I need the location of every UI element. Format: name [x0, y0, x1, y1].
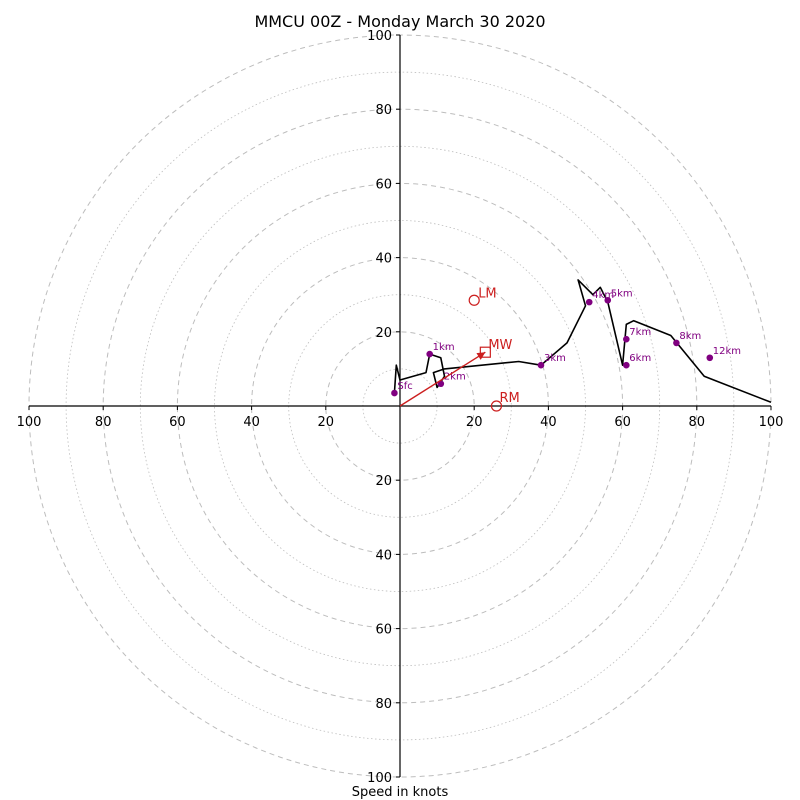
y-tick-label: 100 [367, 29, 392, 44]
x-tick-label: 20 [466, 415, 483, 430]
y-tick-label: 60 [375, 623, 392, 638]
x-tick-label: 80 [95, 415, 112, 430]
height-marker-dot [604, 296, 612, 304]
y-tick-label: 20 [375, 474, 392, 489]
x-tick-label: 60 [169, 415, 186, 430]
height-marker-dot [706, 354, 714, 362]
mean-wind-marker [479, 346, 491, 358]
height-marker-dot [623, 361, 630, 369]
x-tick-label: 60 [614, 415, 631, 430]
height-marker-label: 12km [713, 346, 741, 357]
height-marker-label: 4km [592, 290, 614, 301]
storm-motion: MW LM RM [399, 286, 520, 412]
x-axis-label: Speed in knots [352, 785, 449, 800]
height-marker-dot [391, 389, 398, 397]
right-mover-marker [490, 400, 503, 412]
height-marker-dot [673, 339, 680, 347]
y-tick-label: 40 [375, 252, 392, 267]
y-tick-label: 40 [375, 548, 392, 563]
height-marker-label: 7km [629, 327, 651, 338]
y-tick-label: 80 [375, 697, 392, 712]
x-tick-label: 20 [318, 415, 335, 430]
height-marker-dot [623, 335, 630, 343]
chart-title: MMCU 00Z - Monday March 30 2020 [254, 12, 545, 31]
height-marker-label: Sfc [397, 381, 412, 392]
height-marker-label: 6km [629, 353, 651, 364]
y-tick-label: 80 [375, 103, 392, 118]
height-marker-dot [537, 361, 545, 369]
height-marker-dot [426, 350, 433, 358]
x-tick-label: 40 [540, 415, 557, 430]
height-marker-label: 5km [611, 288, 633, 299]
y-tick-label: 60 [375, 177, 392, 192]
height-marker-dot [585, 298, 593, 306]
y-tick-label: 100 [367, 771, 392, 786]
mean-wind-label: MW [488, 338, 512, 353]
x-tick-label: 100 [759, 415, 784, 430]
height-marker-label: 8km [679, 331, 701, 342]
x-tick-label: 80 [689, 415, 706, 430]
tick-labels: 100 80 60 40 20 20 40 60 80 100 20 40 60 80 100 20 40 60 8… [17, 29, 784, 786]
height-marker-label: 3km [544, 353, 566, 364]
mean-wind-arrow [399, 351, 486, 407]
left-mover-marker [468, 294, 480, 306]
left-mover-label: LM [478, 286, 496, 301]
x-tick-label: 100 [17, 415, 42, 430]
x-tick-label: 40 [243, 415, 260, 430]
height-marker-label: 2km [444, 372, 466, 383]
right-mover-label: RM [499, 391, 519, 406]
height-marker-label: 1km [433, 342, 455, 353]
y-tick-label: 20 [375, 326, 392, 341]
